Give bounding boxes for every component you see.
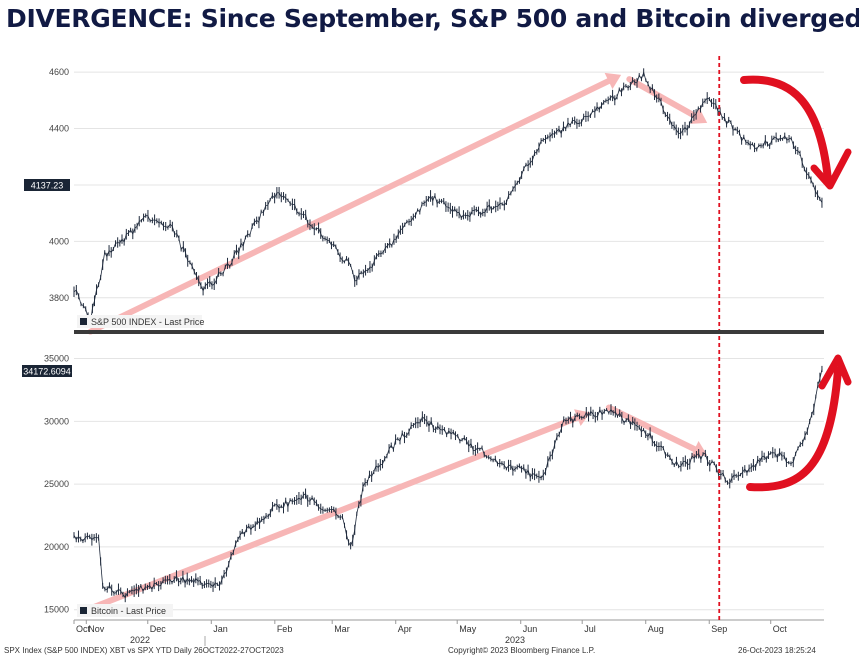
sp500-last-value: 4137.23 [31, 181, 64, 191]
x-tick-label: Sep [711, 624, 727, 634]
footer-left: SPX Index (S&P 500 INDEX) XBT vs SPX YTD… [4, 646, 284, 655]
x-tick-label: Jan [213, 624, 228, 634]
bitcoin-downtrend-arrow [605, 404, 698, 453]
divergence-annotations [718, 56, 852, 622]
sp500-y-tick-label: 4600 [49, 67, 69, 77]
sp500-downtrend-arrow-head [690, 108, 708, 124]
bitcoin-up-curve-arrow-head [818, 354, 852, 390]
panel-separator [74, 330, 824, 334]
sp500-uptrend-arrow [87, 78, 612, 335]
x-tick-label: May [459, 624, 477, 634]
bitcoin-gridlines [74, 358, 824, 611]
x-tick-label: Jun [523, 624, 538, 634]
sp500-legend: S&P 500 INDEX - Last Price [77, 315, 204, 328]
sp500-y-tick-label: 4000 [49, 236, 69, 246]
bitcoin-y-tick-label: 20000 [44, 542, 69, 552]
sp500-series [73, 68, 823, 327]
sp500-y-tick-label: 3800 [49, 293, 69, 303]
bitcoin-series [73, 365, 823, 603]
trend-arrows [87, 72, 708, 612]
sp500-y-tick-label: 4400 [49, 124, 69, 134]
x-tick-label: Aug [648, 624, 664, 634]
sp500-down-curve-arrow-head [810, 148, 852, 190]
bitcoin-uptrend-arrow [87, 414, 581, 612]
x-tick-label: Oct [76, 624, 91, 634]
bitcoin-up-curve-arrow [746, 366, 842, 492]
bitcoin-y-tick-label: 30000 [44, 416, 69, 426]
bitcoin-legend-label: Bitcoin - Last Price [91, 606, 166, 616]
bitcoin-y-tick-label: 25000 [44, 479, 69, 489]
year-label-2022: 2022 [130, 635, 150, 645]
bitcoin-last-value: 34172.6094 [23, 367, 71, 377]
sp500-legend-label: S&P 500 INDEX - Last Price [91, 317, 204, 327]
footer-right: 26-Oct-2023 18:25:24 [738, 646, 816, 655]
chart-title: DIVERGENCE: Since September, S&P 500 and… [6, 4, 859, 33]
x-tick-label: Oct [773, 624, 788, 634]
sp500-last-value-badge: 4137.23 [24, 179, 70, 191]
sp500-price-line [73, 71, 823, 325]
x-tick-label: Dec [150, 624, 167, 634]
x-tick-label: Jul [584, 624, 596, 634]
bitcoin-y-tick-label: 35000 [44, 354, 69, 364]
sp500-downtrend-arrow [626, 76, 698, 120]
sp500-down-curve-arrow [740, 75, 832, 184]
bitcoin-y-tick-label: 15000 [44, 605, 69, 615]
sp500-uptrend-arrow-head [604, 72, 622, 90]
footer-center: Copyright© 2023 Bloomberg Finance L.P. [448, 646, 595, 655]
x-tick-label: Apr [398, 624, 412, 634]
bitcoin-y-axis: 15000 20000 25000 30000 35000 [44, 354, 69, 615]
bitcoin-price-line [73, 368, 823, 599]
x-tick-label: Feb [277, 624, 293, 634]
x-tick-label: Nov [88, 624, 105, 634]
year-label-2023: 2023 [505, 635, 525, 645]
sp500-gridlines [74, 71, 824, 299]
bitcoin-legend: Bitcoin - Last Price [77, 604, 173, 617]
x-tick-label: Mar [334, 624, 350, 634]
bitcoin-last-value-badge: 34172.6094 [22, 365, 72, 377]
